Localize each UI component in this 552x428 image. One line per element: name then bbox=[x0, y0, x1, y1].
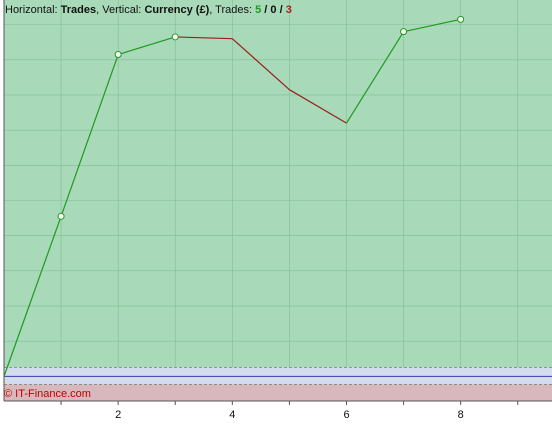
watermark: © IT-Finance.com bbox=[4, 388, 91, 400]
equity-segment-up bbox=[345, 31, 405, 124]
winning-trade-marker bbox=[400, 28, 408, 36]
x-tick-label: 8 bbox=[458, 409, 464, 421]
header-comma-2: , bbox=[209, 4, 216, 16]
trades-sep-2: / bbox=[276, 4, 286, 16]
x-axis-area bbox=[0, 401, 552, 428]
trades-neutral-count: 0 bbox=[270, 4, 277, 16]
vertical-value: Currency (£) bbox=[144, 4, 210, 16]
winning-trade-marker bbox=[114, 51, 122, 59]
winning-trade-marker bbox=[57, 212, 65, 220]
equity-segment-up bbox=[403, 18, 461, 33]
equity-segment-up bbox=[60, 54, 119, 217]
trades-win-count: 5 bbox=[255, 4, 262, 16]
x-tick-label: 4 bbox=[229, 409, 235, 421]
trades-loss-count: 3 bbox=[285, 4, 292, 16]
trades-label: Trades: bbox=[215, 4, 253, 16]
equity-segment-down bbox=[231, 38, 290, 91]
x-tick-label: 2 bbox=[115, 409, 121, 421]
equity-segment-down bbox=[289, 89, 347, 124]
horizontal-value: Trades bbox=[60, 4, 97, 16]
loss-zone bbox=[4, 384, 552, 401]
equity-segment-up bbox=[3, 216, 62, 377]
winning-trade-marker bbox=[457, 15, 465, 23]
chart-header: Horizontal: Trades, Vertical: Currency (… bbox=[5, 2, 292, 18]
equity-segment-down bbox=[175, 36, 233, 40]
equity-segment-up bbox=[117, 36, 176, 56]
profit-zone bbox=[4, 0, 552, 368]
x-tick-label: 6 bbox=[343, 409, 349, 421]
vertical-label: Vertical: bbox=[102, 4, 142, 16]
horizontal-label: Horizontal: bbox=[5, 4, 58, 16]
header-comma-1: , bbox=[96, 4, 103, 16]
winning-trade-marker bbox=[171, 33, 179, 41]
trades-sep-1: / bbox=[261, 4, 271, 16]
